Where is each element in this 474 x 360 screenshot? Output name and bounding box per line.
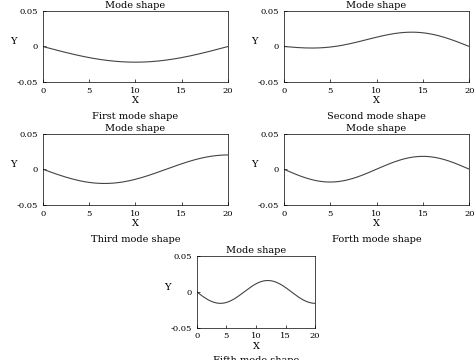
Title: Mode shape: Mode shape (105, 1, 165, 10)
Title: Mode shape: Mode shape (346, 124, 407, 133)
Y-axis label: Y: Y (164, 283, 171, 292)
Text: First mode shape: First mode shape (92, 112, 179, 121)
Y-axis label: Y: Y (252, 160, 258, 169)
Text: Fifth mode shape: Fifth mode shape (213, 356, 299, 360)
Title: Mode shape: Mode shape (346, 1, 407, 10)
X-axis label: X: X (373, 96, 380, 105)
X-axis label: X: X (132, 219, 139, 228)
Text: Forth mode shape: Forth mode shape (332, 235, 421, 244)
Y-axis label: Y: Y (10, 37, 17, 46)
Y-axis label: Y: Y (10, 160, 17, 169)
Title: Mode shape: Mode shape (105, 124, 165, 133)
Text: Third mode shape: Third mode shape (91, 235, 180, 244)
X-axis label: X: X (253, 342, 259, 351)
Text: Second mode shape: Second mode shape (327, 112, 426, 121)
Title: Mode shape: Mode shape (226, 247, 286, 256)
Y-axis label: Y: Y (252, 37, 258, 46)
X-axis label: X: X (373, 219, 380, 228)
X-axis label: X: X (132, 96, 139, 105)
